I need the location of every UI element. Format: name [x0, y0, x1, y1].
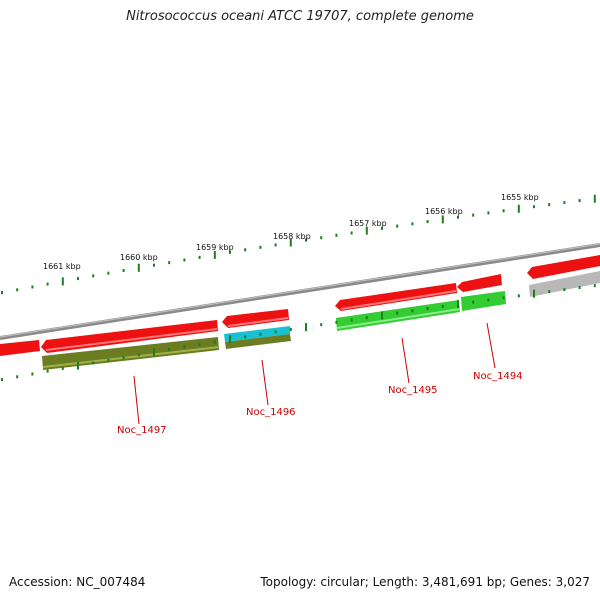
- genome-stats-text: Topology: circular; Length: 3,481,691 bp…: [260, 575, 590, 589]
- accession-text: Accession: NC_007484: [9, 575, 146, 589]
- scale-label: 1661 kbp: [43, 262, 81, 271]
- gene-labels: Noc_1497 Noc_1496 Noc_1495 Noc_1494: [117, 371, 523, 436]
- cog-feature: [529, 271, 600, 297]
- cog-shade: [42, 346, 220, 368]
- leader-line: [486, 322, 496, 369]
- leader-line: [261, 359, 269, 406]
- gene-arrow: [335, 283, 457, 311]
- gene-label: Noc_1494: [473, 371, 523, 382]
- gene-shade: [45, 328, 218, 351]
- leader-line: [133, 375, 140, 425]
- outer-scale-ticks: [1, 194, 596, 295]
- gene-shade: [340, 290, 457, 310]
- scale-label: 1658 kbp: [273, 232, 311, 241]
- gene-label: Noc_1497: [117, 425, 167, 436]
- gene-label-leaders: [133, 322, 496, 425]
- gene-arrow: [457, 274, 502, 292]
- scale-label: 1657 kbp: [349, 219, 387, 228]
- cog-feature: [461, 291, 506, 311]
- gene-track-forward: [0, 255, 600, 356]
- cog-shade: [336, 308, 461, 329]
- inner-scale-ticks: [1, 284, 596, 382]
- leader-line: [401, 337, 410, 384]
- genome-backbone-highlight: [0, 243, 600, 338]
- gene-arrow: [222, 309, 289, 328]
- cog-feature: [225, 334, 291, 349]
- scale-label: 1660 kbp: [120, 253, 158, 262]
- figure-title: Nitrosococcus oceani ATCC 19707, complet…: [126, 9, 474, 24]
- scale-labels: 1661 kbp 1660 kbp 1659 kbp 1658 kbp 1657…: [43, 193, 539, 271]
- scale-label: 1656 kbp: [425, 207, 463, 216]
- gene-shade: [227, 317, 289, 327]
- cog-feature: [224, 326, 290, 342]
- gene-label: Noc_1496: [246, 407, 296, 418]
- scale-label: 1659 kbp: [196, 243, 234, 252]
- genome-backbone: [0, 243, 600, 340]
- gene-label: Noc_1495: [388, 385, 438, 396]
- scale-label: 1655 kbp: [501, 193, 539, 202]
- gene-arrow: [527, 255, 600, 279]
- gene-arrow: [0, 340, 40, 356]
- feature-track-cog: [42, 271, 600, 370]
